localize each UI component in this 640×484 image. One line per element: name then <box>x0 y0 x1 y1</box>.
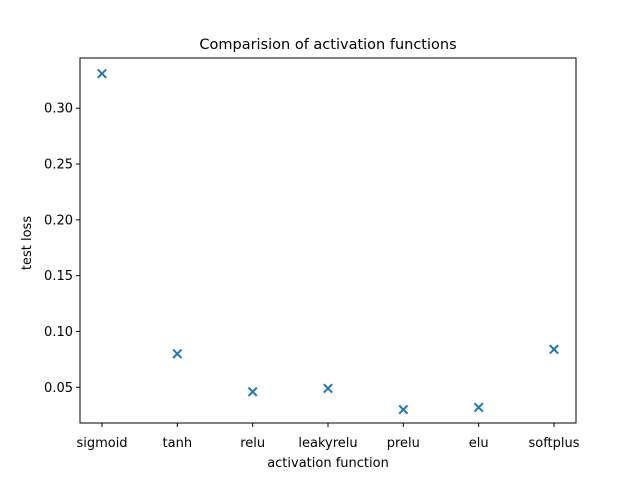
plot-area: 0.05 0.10 0.15 0.20 0.25 0.30 sigmoid tanh relu l… <box>44 57 580 451</box>
y-axis-label: test loss <box>20 216 35 270</box>
y-tick-label: 0.05 <box>44 381 73 396</box>
x-tick-label: softplus <box>528 436 579 451</box>
x-tick-label: elu <box>469 436 489 451</box>
x-tick-label: tanh <box>163 436 193 451</box>
y-tick-label: 0.20 <box>44 213 73 228</box>
data-point-softplus <box>549 344 559 355</box>
y-tick-label: 0.10 <box>44 325 73 340</box>
x-tick-label: prelu <box>387 436 420 451</box>
x-tick-label: sigmoid <box>76 436 127 451</box>
y-tick-label: 0.15 <box>44 269 73 284</box>
data-point-relu <box>247 386 258 397</box>
x-tick-label: leakyrelu <box>298 436 357 451</box>
chart-title: Comparision of activation functions <box>199 37 456 53</box>
data-point-elu <box>473 402 484 413</box>
data-point-leakyrelu <box>323 383 333 394</box>
data-point-tanh <box>172 348 183 359</box>
x-tick-label: relu <box>240 436 265 451</box>
y-tick-label: 0.25 <box>44 158 73 173</box>
y-tick-label: 0.30 <box>44 102 73 117</box>
data-point-prelu <box>398 404 409 415</box>
data-point-sigmoid <box>97 68 107 79</box>
x-axis-label: activation function <box>267 456 389 471</box>
